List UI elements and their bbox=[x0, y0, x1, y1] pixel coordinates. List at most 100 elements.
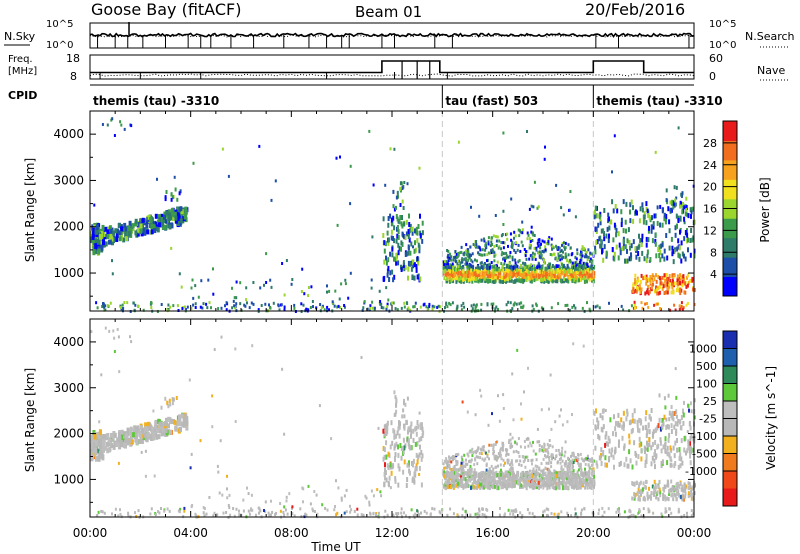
velocity-point-1872 bbox=[502, 393, 505, 397]
power-point-1509 bbox=[521, 231, 524, 235]
power-point-2375 bbox=[444, 306, 446, 310]
velocity-point-999 bbox=[504, 470, 507, 475]
velocity-point-2102 bbox=[677, 464, 680, 470]
velocity-point-259 bbox=[159, 421, 163, 427]
velocity-point-1358 bbox=[455, 471, 457, 475]
power-point-2574 bbox=[328, 308, 330, 312]
power-point-1267 bbox=[563, 269, 566, 274]
velocity-point-1440 bbox=[505, 473, 508, 478]
power-point-1859 bbox=[555, 183, 558, 187]
power-point-1967 bbox=[679, 200, 682, 206]
velocity-point-1853 bbox=[499, 449, 502, 453]
velocity-point-1728 bbox=[486, 453, 489, 457]
power-colorbar-tick-label-3: 16 bbox=[703, 203, 717, 216]
velocity-point-1553 bbox=[532, 449, 535, 453]
velocity-point-1312 bbox=[543, 477, 546, 482]
power-point-545 bbox=[399, 181, 402, 186]
power-point-479 bbox=[385, 260, 388, 266]
velocity-point-328 bbox=[166, 400, 169, 405]
power-colorbar-seg-3 bbox=[723, 218, 737, 239]
power-point-1580 bbox=[590, 261, 593, 265]
velocity-point-1389 bbox=[464, 477, 467, 482]
velocity-point-1233 bbox=[555, 471, 558, 476]
power-point-1844 bbox=[475, 240, 478, 243]
power-point-1649 bbox=[467, 248, 470, 252]
power-point-2045 bbox=[611, 247, 614, 252]
power-point-2390 bbox=[462, 301, 465, 305]
freq-left-tick-bottom: 8 bbox=[70, 70, 77, 83]
velocity-point-1247 bbox=[534, 471, 537, 476]
power-point-2301 bbox=[656, 205, 659, 210]
power-point-500 bbox=[405, 231, 408, 237]
velocity-point-2044 bbox=[601, 408, 604, 414]
velocity-point-245 bbox=[164, 428, 168, 433]
velocity-point-322 bbox=[167, 404, 170, 409]
velocity-point-1378 bbox=[585, 471, 588, 476]
power-point-1663 bbox=[469, 245, 472, 249]
power-point-416 bbox=[393, 274, 396, 280]
power-point-485 bbox=[383, 248, 386, 254]
velocity-point-964 bbox=[540, 477, 543, 482]
power-point-939 bbox=[467, 274, 469, 278]
power-point-2148 bbox=[639, 280, 642, 284]
velocity-point-1826 bbox=[592, 467, 595, 471]
velocity-point-1273 bbox=[538, 486, 541, 490]
power-point-1677 bbox=[511, 240, 514, 244]
velocity-point-410 bbox=[390, 420, 393, 426]
power-point-2662 bbox=[245, 298, 248, 302]
velocity-point-317 bbox=[130, 340, 133, 344]
velocity-point-1815 bbox=[516, 442, 518, 446]
power-point-2235 bbox=[676, 278, 679, 283]
velocity-point-488 bbox=[398, 433, 401, 439]
power-point-2597 bbox=[386, 305, 389, 308]
velocity-point-1498 bbox=[593, 459, 596, 463]
power-point-1331 bbox=[549, 265, 552, 270]
velocity-point-480 bbox=[388, 482, 390, 488]
velocity-point-1831 bbox=[499, 463, 502, 467]
velocity-point-1861 bbox=[561, 423, 564, 427]
power-point-597 bbox=[505, 279, 507, 284]
power-point-2063 bbox=[635, 246, 638, 252]
power-point-1001 bbox=[554, 271, 556, 276]
power-point-1912 bbox=[622, 245, 625, 251]
velocity-point-1549 bbox=[535, 468, 538, 472]
power-point-2584 bbox=[309, 306, 312, 309]
velocity-point-1324 bbox=[542, 479, 545, 484]
power-point-1413 bbox=[587, 274, 590, 279]
power-point-2682 bbox=[385, 286, 388, 290]
velocity-point-1727 bbox=[489, 469, 492, 473]
power-point-2058 bbox=[661, 242, 664, 248]
velocity-point-1533 bbox=[551, 457, 553, 461]
power-point-576 bbox=[481, 270, 484, 275]
power-point-2675 bbox=[194, 284, 197, 288]
power-points bbox=[90, 117, 696, 313]
power-point-375 bbox=[457, 140, 460, 144]
velocity-point-400 bbox=[400, 455, 403, 461]
cpid-segments: themis (tau) -3310 tau (fast) 503 themis (… bbox=[93, 85, 723, 108]
velocity-point-495 bbox=[421, 433, 424, 438]
velocity-point-283 bbox=[102, 434, 106, 440]
velocity-point-1432 bbox=[579, 480, 582, 485]
velocity-point-247 bbox=[120, 429, 124, 435]
power-point-1536 bbox=[495, 244, 498, 247]
power-point-903 bbox=[578, 264, 580, 269]
power-point-1402 bbox=[507, 269, 510, 274]
power-point-1405 bbox=[565, 272, 568, 277]
power-point-1698 bbox=[587, 248, 590, 252]
power-point-2218 bbox=[666, 280, 669, 285]
power-point-1797 bbox=[557, 252, 560, 256]
power-point-494 bbox=[421, 238, 424, 244]
power-point-1382 bbox=[539, 277, 542, 282]
power-point-1262 bbox=[541, 277, 544, 282]
velocity-point-1717 bbox=[570, 454, 572, 458]
power-point-2627 bbox=[596, 304, 599, 308]
velocity-point-2059 bbox=[669, 445, 672, 451]
velocity-point-1201 bbox=[580, 481, 583, 486]
velocity-point-698 bbox=[538, 473, 541, 478]
velocity-point-425 bbox=[415, 452, 418, 458]
power-point-1508 bbox=[466, 261, 469, 264]
velocity-point-1030 bbox=[477, 479, 479, 484]
velocity-point-517 bbox=[384, 429, 387, 435]
power-point-411 bbox=[408, 222, 411, 227]
